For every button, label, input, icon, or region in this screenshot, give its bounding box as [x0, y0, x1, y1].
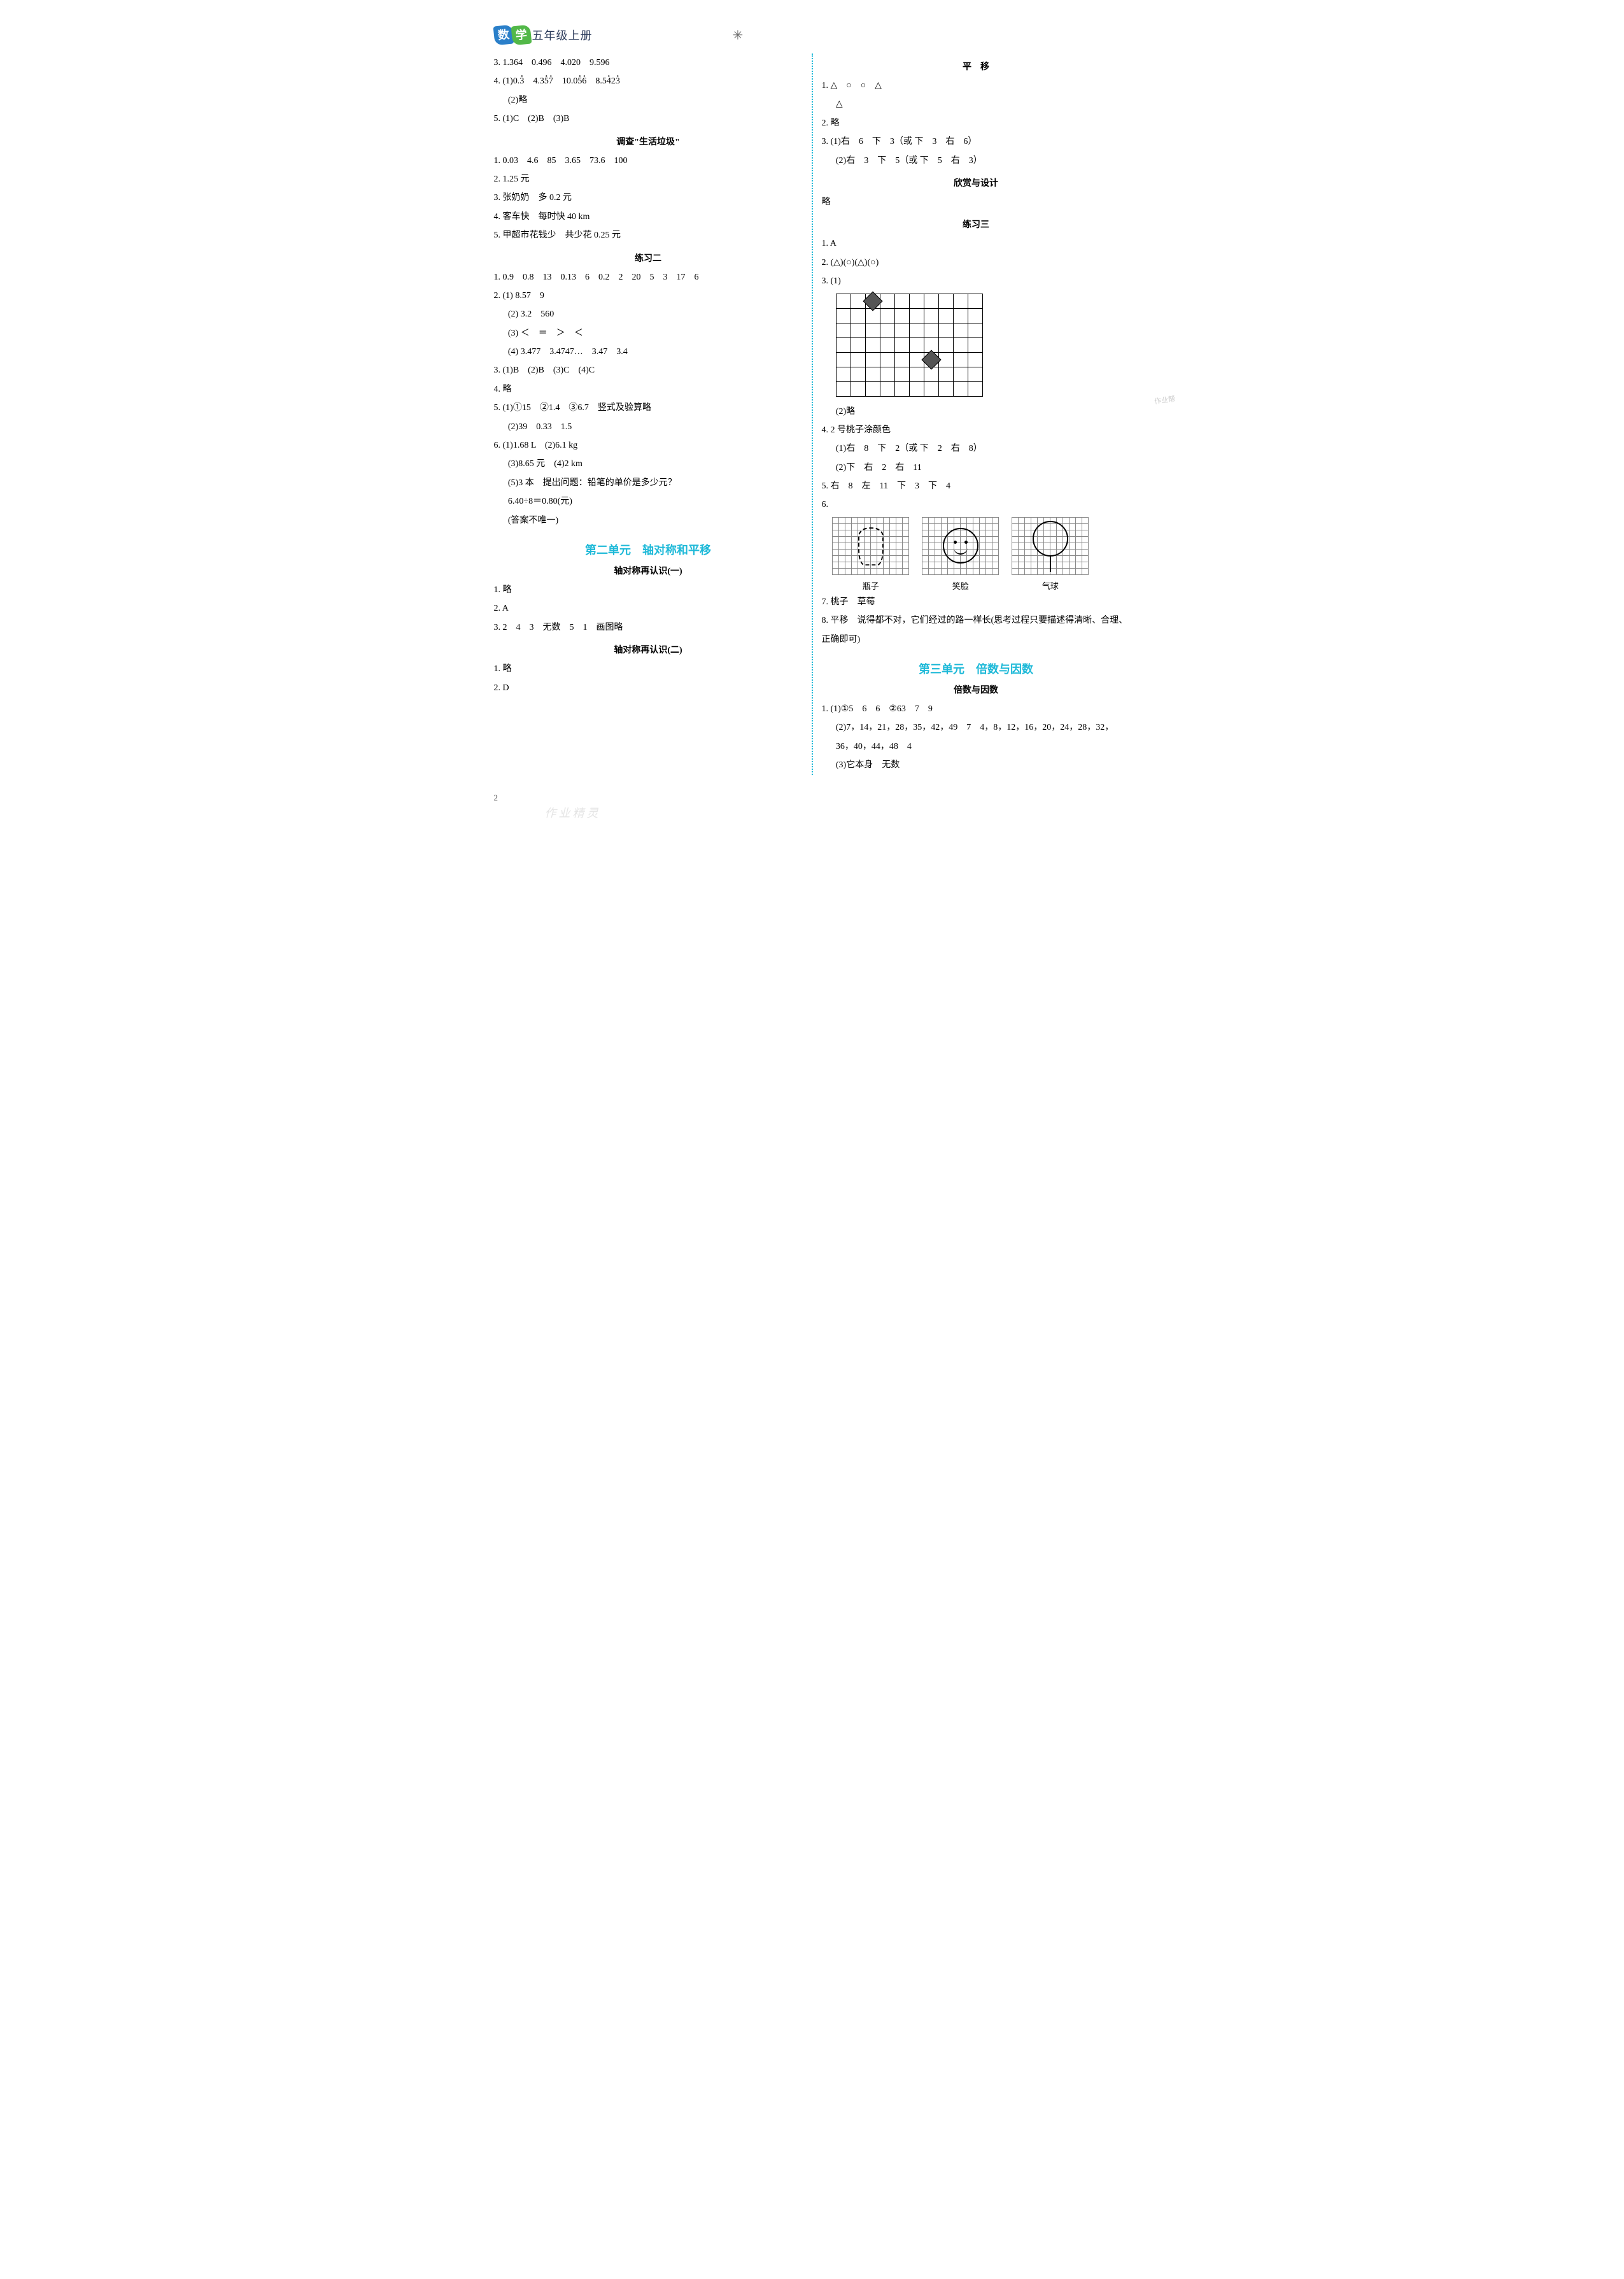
section-title: 练习三 [822, 218, 1131, 231]
watermark-stamp: 作业帮 [1154, 394, 1176, 406]
answer-line: (3)8.65 元 (4)2 km [494, 455, 803, 473]
answer-line: 4. (1)0.3 4.357 10.056 8.5423 [494, 72, 803, 90]
page: 数学 五年级上册 ✳ 3. 1.364 0.496 4.020 9.596 4.… [456, 0, 1169, 828]
answer-line: 3. 2 4 3 无数 5 1 画图略 [494, 618, 803, 637]
answer-line: (1)右 8 下 2（或 下 2 右 8） [822, 439, 1131, 458]
mini-grid [832, 517, 909, 575]
answer-line: 3. (1)右 6 下 3（或 下 3 右 6） [822, 132, 1131, 151]
answer-line: (答案不唯一) [494, 511, 803, 530]
answer-line: 略 [822, 193, 1131, 211]
grid-diagram [836, 294, 983, 397]
mini-grid [922, 517, 999, 575]
repeating-digit: 5 [577, 72, 582, 90]
mini-label: 瓶子 [832, 579, 909, 592]
text: 4. (1)0. [494, 76, 520, 86]
mini-grid-vase: 瓶子 [832, 517, 909, 592]
badge-char-2: 学 [511, 25, 532, 46]
answer-line: 4. 2 号桃子涂颜色 [822, 421, 1131, 439]
answer-line: (2)下 右 2 右 11 [822, 458, 1131, 477]
section-title: 倍数与因数 [822, 683, 1131, 696]
grade-title: 五年级上册 [532, 27, 593, 43]
answer-line: 1. 略 [494, 660, 803, 678]
answer-line: 4. 客车快 每时快 40 km [494, 208, 803, 226]
answer-line: 2. (△)(○)(△)(○) [822, 253, 1131, 272]
mini-grid-balloon: 气球 [1012, 517, 1089, 592]
answer-line: 2. D [494, 679, 803, 697]
answer-line: 3. 1.364 0.496 4.020 9.596 [494, 53, 803, 72]
mini-grid-face: 笑脸 [922, 517, 999, 592]
answer-line: (5)3 本 提出问题：铅笔的单价是多少元？ [494, 474, 803, 492]
section-title: 轴对称再认识(一) [494, 564, 803, 577]
answer-line: (2)7，14，21，28，35，42，49 7 4，8，12，16，20，24… [822, 718, 1131, 756]
answer-line: (2)右 3 下 5（或 下 5 右 3） [822, 152, 1131, 170]
answer-line: 1. 略 [494, 581, 803, 599]
answer-line: 1. A [822, 234, 1131, 253]
answer-line: 5. (1)①15 ②1.4 ③6.7 竖式及验算略 [494, 399, 803, 417]
mini-grid [1012, 517, 1089, 575]
text: 10.0 [553, 76, 578, 86]
face-mouth [954, 547, 968, 555]
answer-line: 6. (1)1.68 L (2)6.1 kg [494, 436, 803, 455]
answer-line: 3. (1) [822, 272, 1131, 290]
right-column: 平 移 1. △ ○ ○ △ △ 2. 略 3. (1)右 6 下 3（或 下 … [813, 53, 1131, 775]
two-column-layout: 3. 1.364 0.496 4.020 9.596 4. (1)0.3 4.3… [494, 53, 1131, 775]
watermark-footer: 作业精灵 [545, 804, 601, 821]
answer-line: 1. △ ○ ○ △ [822, 76, 1131, 95]
answer-line: 5. (1)C (2)B (3)B [494, 110, 803, 128]
section-title: 平 移 [822, 60, 1131, 73]
answer-line: 3. (1)B (2)B (3)C (4)C [494, 361, 803, 380]
answer-line: (3) ＜ ＝ ＞ ＜ [494, 324, 803, 343]
answer-line: (4) 3.477 3.4747… 3.47 3.4 [494, 343, 803, 361]
repeating-digit: 3 [519, 72, 524, 90]
face-shape [943, 528, 978, 564]
answer-line: (2)略 [822, 402, 1131, 421]
left-column: 3. 1.364 0.496 4.020 9.596 4. (1)0.3 4.3… [494, 53, 812, 775]
section-title: 调查"生活垃圾" [494, 135, 803, 148]
repeating-digit: 3 [616, 72, 620, 90]
answer-line: 2. (1) 8.57 9 [494, 287, 803, 305]
text: 8.5 [586, 76, 607, 86]
answer-line: (3)它本身 无数 [822, 756, 1131, 774]
answer-line: 5. 右 8 左 11 下 3 下 4 [822, 477, 1131, 495]
answer-line: 6. [822, 495, 1131, 514]
mini-label: 气球 [1012, 579, 1089, 592]
repeating-digit: 5 [544, 72, 549, 90]
answer-line: 2. 1.25 元 [494, 170, 803, 188]
answer-line: (2)略 [494, 91, 803, 110]
repeating-digit: 4 [607, 72, 611, 90]
answer-line: 5. 甲超市花钱少 共少花 0.25 元 [494, 226, 803, 245]
answer-line: △ [822, 95, 1131, 113]
mini-grid-row: 瓶子 笑脸 气球 [832, 517, 1130, 592]
repeating-digit: 7 [549, 72, 553, 90]
unit-title: 第三单元 倍数与因数 [822, 660, 1131, 677]
answer-line: 6.40÷8＝0.80(元) [494, 492, 803, 511]
answer-line: 1. 0.03 4.6 85 3.65 73.6 100 [494, 152, 803, 170]
page-header: 数学 五年级上册 ✳ [494, 25, 1131, 45]
answer-line: 2. 略 [822, 114, 1131, 132]
answer-line: 8. 平移 说得都不对，它们经过的路一样长(思考过程只要描述得清晰、合理、正确即… [822, 611, 1131, 649]
text: 2 [611, 76, 616, 86]
unit-title: 第二单元 轴对称和平移 [494, 541, 803, 558]
answer-line: 4. 略 [494, 380, 803, 399]
mini-label: 笑脸 [922, 579, 999, 592]
answer-line: 1. 0.9 0.8 13 0.13 6 0.2 2 20 5 3 17 6 [494, 268, 803, 287]
subject-badge: 数学 [494, 25, 530, 45]
repeating-digit: 6 [582, 72, 586, 90]
section-title: 欣赏与设计 [822, 176, 1131, 189]
section-title: 轴对称再认识(二) [494, 643, 803, 656]
answer-line: (2) 3.2 560 [494, 305, 803, 323]
answer-line: 7. 桃子 草莓 [822, 593, 1131, 611]
page-number: 2 [494, 793, 1131, 803]
answer-line: 1. (1)①5 6 6 ②63 7 9 [822, 700, 1131, 718]
bee-icon: ✳ [733, 27, 744, 43]
text: 4.3 [524, 76, 544, 86]
answer-line: (2)39 0.33 1.5 [494, 418, 803, 436]
face-eye [964, 541, 968, 544]
face-eye [954, 541, 957, 544]
answer-line: 2. A [494, 599, 803, 618]
answer-line: 3. 张奶奶 多 0.2 元 [494, 188, 803, 207]
balloon-shape [1033, 521, 1068, 557]
vase-shape [858, 528, 884, 566]
section-title: 练习二 [494, 252, 803, 264]
